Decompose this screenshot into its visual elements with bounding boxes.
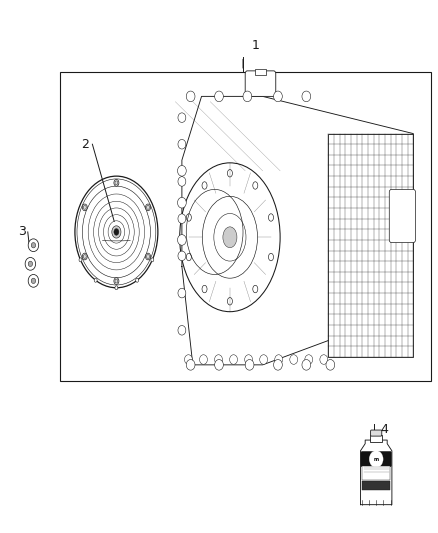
Circle shape (326, 360, 335, 370)
Circle shape (274, 91, 283, 102)
Ellipse shape (202, 182, 207, 189)
FancyBboxPatch shape (361, 451, 392, 467)
Circle shape (31, 278, 35, 284)
Ellipse shape (268, 214, 273, 221)
Circle shape (186, 360, 195, 370)
Ellipse shape (253, 182, 258, 189)
Circle shape (320, 355, 328, 365)
Ellipse shape (186, 253, 191, 261)
Circle shape (177, 235, 186, 245)
Text: 3: 3 (18, 225, 26, 238)
Ellipse shape (145, 204, 151, 211)
Ellipse shape (227, 297, 233, 305)
Circle shape (186, 91, 195, 102)
Circle shape (302, 360, 311, 370)
Circle shape (275, 355, 283, 365)
Ellipse shape (186, 214, 191, 221)
Bar (328, 134, 413, 357)
Circle shape (184, 355, 192, 365)
Circle shape (28, 239, 39, 252)
FancyBboxPatch shape (371, 430, 382, 436)
Circle shape (178, 214, 186, 223)
Polygon shape (360, 440, 392, 505)
Text: 4: 4 (381, 423, 389, 436)
Ellipse shape (223, 227, 237, 248)
Ellipse shape (202, 285, 207, 293)
Circle shape (178, 326, 186, 335)
Ellipse shape (115, 279, 118, 283)
Circle shape (178, 176, 186, 186)
Ellipse shape (79, 258, 82, 262)
Circle shape (302, 91, 311, 102)
Ellipse shape (112, 226, 121, 238)
Bar (370, 435, 382, 441)
Ellipse shape (114, 229, 119, 235)
Circle shape (215, 360, 223, 370)
Bar (255, 69, 266, 75)
Ellipse shape (114, 278, 119, 285)
Circle shape (200, 355, 208, 365)
Circle shape (31, 243, 35, 248)
Circle shape (290, 355, 298, 365)
Circle shape (215, 91, 223, 102)
Ellipse shape (115, 181, 118, 185)
Bar (60, 72, 431, 381)
Circle shape (28, 261, 32, 266)
Ellipse shape (151, 258, 154, 262)
Circle shape (178, 251, 186, 261)
Circle shape (178, 140, 186, 149)
Text: 1: 1 (252, 39, 260, 52)
Text: 2: 2 (81, 138, 89, 151)
Circle shape (177, 165, 186, 176)
Ellipse shape (253, 285, 258, 293)
Text: m: m (374, 457, 379, 462)
Ellipse shape (147, 205, 149, 209)
Ellipse shape (136, 278, 138, 282)
Circle shape (178, 113, 186, 123)
Circle shape (260, 355, 268, 365)
FancyBboxPatch shape (245, 71, 276, 96)
Ellipse shape (83, 255, 86, 259)
Circle shape (215, 355, 223, 365)
Circle shape (369, 451, 383, 467)
Ellipse shape (82, 204, 87, 211)
Ellipse shape (227, 169, 233, 177)
Ellipse shape (147, 255, 149, 259)
Ellipse shape (94, 278, 97, 282)
Ellipse shape (83, 205, 86, 209)
Circle shape (274, 360, 283, 370)
Circle shape (243, 91, 252, 102)
FancyBboxPatch shape (389, 189, 416, 243)
Circle shape (230, 355, 237, 365)
Ellipse shape (114, 180, 119, 186)
Circle shape (305, 355, 313, 365)
Bar (362, 466, 390, 480)
Circle shape (25, 257, 35, 270)
Circle shape (245, 355, 253, 365)
Circle shape (28, 274, 39, 287)
Circle shape (177, 197, 186, 208)
Bar (362, 481, 390, 490)
Circle shape (245, 360, 254, 370)
Ellipse shape (145, 253, 151, 260)
Ellipse shape (115, 286, 118, 290)
Ellipse shape (268, 253, 273, 261)
Ellipse shape (82, 253, 87, 260)
Circle shape (178, 288, 186, 298)
